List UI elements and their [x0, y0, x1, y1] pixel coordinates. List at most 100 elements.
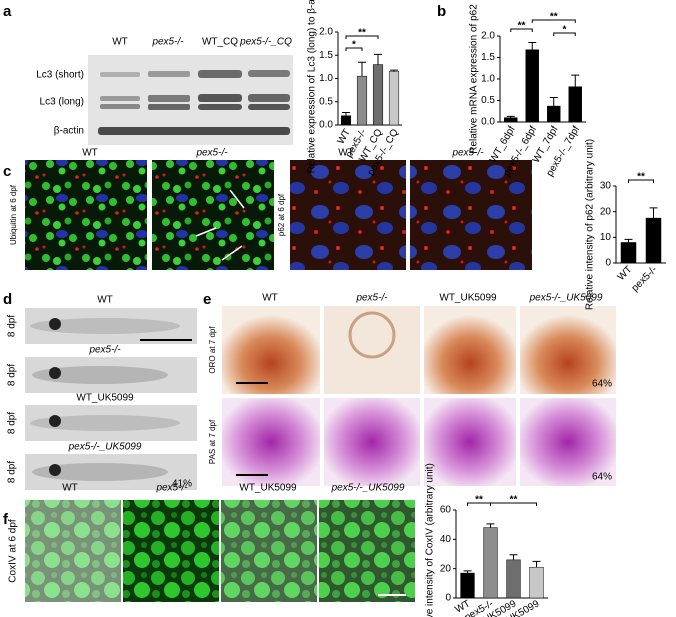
group-label: WT — [97, 295, 113, 306]
significance-bracket — [553, 32, 576, 36]
error-bar — [528, 41, 537, 50]
column-label: WT_UK5099 — [239, 483, 297, 494]
column-label: pex5-/-_UK5099 — [331, 483, 405, 494]
x-tick-label: pex5-/- — [630, 264, 660, 294]
error-bar — [342, 111, 350, 116]
y-tick-label: 2.0 — [319, 27, 333, 38]
bar — [547, 105, 561, 123]
y-tick-label: 30 — [600, 181, 612, 192]
y-tick-label: 1.5 — [319, 50, 333, 61]
column-label: WT_UK5099 — [439, 293, 497, 304]
significance-label: ** — [510, 495, 518, 506]
y-tick-label: 0 — [445, 593, 451, 604]
group-label: WT_UK5099 — [76, 393, 134, 404]
lane-label: WT_CQ — [202, 37, 238, 48]
panel-label: c — [3, 163, 11, 180]
significance-label: ** — [637, 172, 645, 183]
group-label: pex5-/- — [88, 345, 121, 356]
bar — [340, 115, 352, 126]
y-tick-label: 20 — [600, 206, 612, 217]
lane-label: pex5-/-_CQ — [239, 37, 292, 48]
row-label: Lc3 (short) — [36, 70, 84, 81]
y-tick-label: 0.0 — [481, 117, 495, 128]
y-tick-label: 1.0 — [319, 73, 333, 84]
y-tick-label: 1.0 — [481, 74, 495, 85]
micrograph — [25, 500, 121, 602]
age-label: 8 dpf — [7, 364, 18, 386]
stain-label: CoxIV at 6 dpf — [8, 519, 19, 583]
error-bar — [463, 570, 472, 574]
lane-label: WT — [112, 37, 128, 48]
row-label: PAS at 7 dpf — [208, 419, 217, 464]
bar — [356, 75, 368, 126]
y-axis-title: Relative intensity of CoxIV (arbitrary u… — [425, 463, 436, 617]
age-label: 8 dpf — [7, 412, 18, 434]
error-bar — [532, 560, 541, 568]
error-bar — [509, 554, 518, 560]
micrograph — [290, 160, 406, 270]
x-tick-label: WT — [616, 264, 635, 283]
row-label: ORO at 7 dpf — [208, 326, 217, 374]
blot-bands — [98, 70, 290, 135]
column-label: pex5-/- — [155, 483, 188, 494]
bar — [525, 49, 539, 123]
micrograph — [123, 500, 219, 602]
stain-label: Ubiquitin at 6 dpf — [9, 184, 18, 245]
age-label: 8 dpf — [7, 461, 18, 483]
column-label: WT — [62, 483, 78, 494]
significance-label: ** — [358, 28, 366, 39]
bar — [388, 71, 400, 126]
histology-images — [222, 306, 616, 486]
bar — [506, 559, 521, 599]
error-bar — [549, 96, 558, 107]
y-axis-title: Relative expression of Lc3 (long) to β-a… — [307, 0, 318, 173]
row-label: Lc3 (long) — [40, 97, 84, 108]
micrograph — [319, 500, 415, 602]
error-bar — [571, 74, 580, 87]
significance-label: ** — [550, 12, 558, 23]
y-axis-title: Relative intensity of p62 (arbitrary uni… — [585, 139, 596, 310]
column-label: pex5-/- — [451, 148, 484, 159]
micrograph — [221, 500, 317, 602]
significance-bracket — [345, 35, 379, 39]
bar — [372, 64, 384, 126]
y-tick-label: 0 — [605, 258, 611, 269]
y-tick-label: 40 — [440, 534, 452, 545]
column-label: pex5-/- — [355, 293, 388, 304]
row-label: β-actin — [54, 126, 84, 137]
age-label: 8 dpf — [7, 315, 18, 337]
column-label: WT — [262, 293, 278, 304]
significance-bracket — [510, 28, 533, 32]
panel-label: b — [437, 3, 446, 20]
percent-label: 41% — [172, 479, 192, 490]
micrograph — [410, 160, 532, 270]
bar — [504, 117, 518, 123]
y-tick-label: 10 — [600, 232, 612, 243]
error-bar — [649, 207, 658, 219]
group-label: pex5-/-_UK5099 — [68, 442, 142, 453]
panel-label: a — [3, 3, 12, 20]
significance-bracket — [345, 47, 363, 51]
significance-bracket — [531, 19, 576, 23]
arrows — [195, 189, 245, 261]
bar — [483, 527, 498, 599]
bar — [529, 566, 544, 599]
percent-label: 64% — [592, 379, 612, 390]
micrograph — [25, 160, 147, 270]
y-tick-label: 60 — [440, 505, 452, 516]
error-bar — [486, 523, 495, 528]
bar — [620, 242, 637, 264]
significance-label: ** — [475, 495, 483, 506]
error-bar — [624, 238, 633, 243]
bar — [645, 217, 662, 264]
significance-bracket — [628, 179, 654, 183]
column-label: pex5-/- — [195, 148, 228, 159]
percent-label: 64% — [592, 472, 612, 483]
significance-label: * — [563, 25, 567, 36]
y-tick-label: 0.5 — [319, 96, 333, 107]
micrograph — [152, 160, 274, 270]
error-bar — [390, 69, 398, 72]
error-bar — [374, 53, 382, 65]
y-axis-title: Relative mRNA expression of p62 — [469, 4, 480, 154]
